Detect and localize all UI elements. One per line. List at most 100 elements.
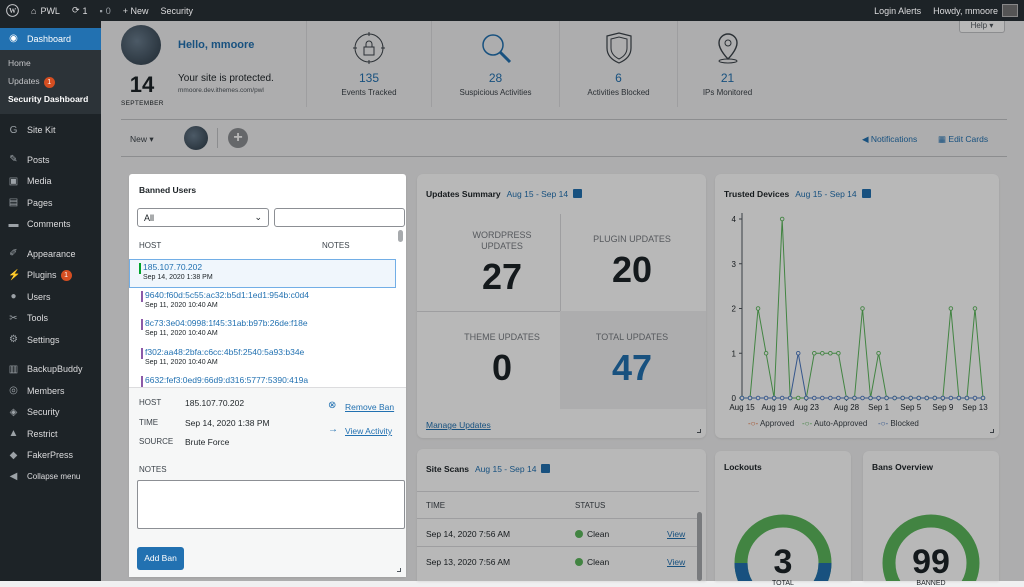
- view-scan-link[interactable]: View: [667, 529, 686, 539]
- remove-circle-icon: ⊗: [328, 400, 337, 411]
- security-link[interactable]: Security: [160, 5, 194, 16]
- admin-sidebar: ◉ Dashboard Home Updates 1 Security Dashbo…: [0, 21, 101, 581]
- pin-icon: ✎: [9, 154, 18, 166]
- sidebar-item-media[interactable]: ▣ Media: [0, 171, 101, 193]
- data-point: [787, 395, 793, 401]
- resize-handle[interactable]: [397, 568, 401, 572]
- banned-ip: f302:aa48:2bfa:c6cc:4b5f:2540:5a93:b34e: [145, 346, 305, 357]
- edit-cards-link[interactable]: ▦ Edit Cards: [938, 134, 988, 145]
- resize-handle[interactable]: [697, 429, 701, 433]
- updates-value: 47: [611, 347, 653, 388]
- sidebar-item-members[interactable]: ◎ Members: [0, 380, 101, 402]
- sidebar-item-label: BackupBuddy: [27, 364, 83, 375]
- sidebar-item-pages[interactable]: ▤ Pages: [0, 192, 101, 214]
- banned-row[interactable]: 8c73:3e04:0998:1f45:31ab:b97b:26de:f18e S…: [129, 316, 406, 345]
- calendar-icon[interactable]: [861, 189, 871, 198]
- banned-row[interactable]: 185.107.70.202 Sep 14, 2020 1:38 PM: [129, 259, 396, 288]
- data-point: [820, 395, 825, 401]
- sidebar-item-appearance[interactable]: ✐ Appearance: [0, 243, 101, 265]
- manage-updates-link[interactable]: Manage Updates: [426, 420, 491, 430]
- new-dashboard-dropdown[interactable]: New ▾: [130, 134, 154, 145]
- card-header: Site Scans Aug 15 - Sep 14: [426, 464, 551, 474]
- sidebar-item-site-kit[interactable]: G Site Kit: [0, 120, 101, 142]
- x-tick-label: Aug 15: [729, 403, 755, 412]
- updates-label: WORDPRESS UPDATES: [472, 230, 532, 251]
- banned-row[interactable]: 9640:f60d:5c55:ac32:b5d1:1ed1:954b:c0d4 S…: [129, 288, 406, 317]
- add-ban-button[interactable]: Add Ban: [137, 547, 184, 570]
- brush-icon: ✐: [9, 248, 18, 260]
- date-range[interactable]: Aug 15 - Sep 14: [475, 464, 537, 474]
- date-range[interactable]: Aug 15 - Sep 14: [795, 189, 857, 199]
- stat-activities-blocked: 6 Activities Blocked: [559, 21, 677, 107]
- sidebar-item-backupbuddy[interactable]: ▥ BackupBuddy: [0, 359, 101, 381]
- comments-link[interactable]: ▪ 0: [94, 0, 117, 21]
- updates-link[interactable]: ⟳ 1: [66, 0, 94, 21]
- notifications-link[interactable]: ◀ Notifications: [862, 134, 917, 145]
- resize-handle[interactable]: [990, 429, 994, 433]
- legend-marker: -○-: [878, 419, 889, 428]
- media-icon: ▣: [8, 175, 19, 187]
- filter-value: All: [144, 213, 155, 223]
- data-point: [795, 395, 801, 401]
- calendar-icon[interactable]: [541, 464, 551, 473]
- banned-row[interactable]: 6632:fef3:0ed9:66d9:d316:5777:5390:419a: [129, 373, 406, 387]
- banned-date: Sep 11, 2020 10:40 AM: [145, 330, 218, 337]
- site-url: mmoore.dev.ithemes.com/pwl: [178, 87, 264, 94]
- dashboard-header: 14 SEPTEMBER Hello, mmoore Your site is …: [121, 21, 1007, 118]
- ban-search-input[interactable]: [274, 208, 405, 227]
- submenu-home[interactable]: Home: [8, 57, 31, 68]
- data-point: [812, 395, 817, 401]
- sidebar-item-security[interactable]: ◈ Security: [0, 402, 101, 424]
- dashboard-owner-avatar[interactable]: [184, 126, 208, 150]
- site-name-link[interactable]: ⌂ PWL: [25, 0, 66, 21]
- sidebar-item-collapse-menu[interactable]: ◀ Collapse menu: [0, 466, 101, 488]
- sidebar-item-posts[interactable]: ✎ Posts: [0, 149, 101, 171]
- updates-label: TOTAL UPDATES: [595, 332, 669, 342]
- new-content-link[interactable]: + New: [122, 5, 149, 16]
- list-scrollbar[interactable]: [398, 230, 403, 242]
- y-tick-label: 3: [732, 260, 737, 269]
- howdy-text: Howdy, mmoore: [933, 5, 998, 16]
- notes-textarea[interactable]: [137, 480, 405, 529]
- main-content: Help ▾ 14 SEPTEMBER Hello, mmoore Your s…: [101, 21, 1024, 587]
- view-activity-link[interactable]: View Activity: [345, 426, 393, 436]
- sidebar-item-comments[interactable]: ▬ Comments: [0, 214, 101, 236]
- sidebar-item-fakerpress[interactable]: ◆ FakerPress: [0, 445, 101, 467]
- login-alerts-link[interactable]: Login Alerts: [874, 5, 922, 16]
- data-point: [804, 395, 809, 401]
- ban-filter-select[interactable]: All ⌄: [137, 208, 269, 227]
- calendar-icon[interactable]: [573, 189, 583, 198]
- view-scan-link[interactable]: View: [667, 557, 686, 567]
- sidebar-item-restrict[interactable]: ▲ Restrict: [0, 423, 101, 445]
- sidebar-item-tools[interactable]: ✂ Tools: [0, 308, 101, 330]
- help-tab[interactable]: Help ▾: [959, 21, 1005, 33]
- submenu-security-dashboard[interactable]: Security Dashboard: [8, 93, 89, 104]
- legend-marker: -○-: [748, 419, 759, 428]
- plugins-badge: 1: [60, 269, 72, 281]
- sidebar-item-settings[interactable]: ⚙ Settings: [0, 329, 101, 351]
- data-point: [836, 350, 841, 356]
- data-point: [948, 395, 954, 401]
- sidebar-item-label: Plugins: [27, 270, 57, 281]
- wordpress-logo-icon[interactable]: W: [0, 0, 25, 21]
- date-range[interactable]: Aug 15 - Sep 14: [506, 189, 569, 199]
- data-point: [828, 350, 833, 356]
- date-day: 14: [129, 72, 155, 97]
- data-point: [771, 395, 777, 401]
- remove-ban-link[interactable]: Remove Ban: [345, 402, 395, 412]
- data-point: [972, 306, 978, 311]
- stat-ips-monitored: 21 IPs Monitored: [677, 21, 777, 107]
- account-menu[interactable]: Howdy, mmoore: [927, 0, 1024, 21]
- add-dashboard-button[interactable]: +: [228, 128, 248, 148]
- updates-label: THEME UPDATES: [464, 332, 540, 342]
- sidebar-item-plugins[interactable]: ⚡ Plugins 1: [0, 265, 101, 287]
- data-point: [739, 395, 745, 401]
- arrow-right-icon: →: [328, 424, 338, 435]
- sidebar-item-users[interactable]: ● Users: [0, 286, 101, 308]
- status-text: Clean: [587, 557, 610, 567]
- sidebar-item-dashboard[interactable]: ◉ Dashboard: [0, 28, 101, 50]
- submenu-updates[interactable]: Updates 1: [0, 72, 101, 90]
- banned-ip: 9640:f60d:5c55:ac32:b5d1:1ed1:954b:c0d4: [145, 289, 310, 300]
- scans-scrollbar[interactable]: [697, 512, 702, 581]
- banned-row[interactable]: f302:aa48:2bfa:c6cc:4b5f:2540:5a93:b34e S…: [129, 345, 406, 374]
